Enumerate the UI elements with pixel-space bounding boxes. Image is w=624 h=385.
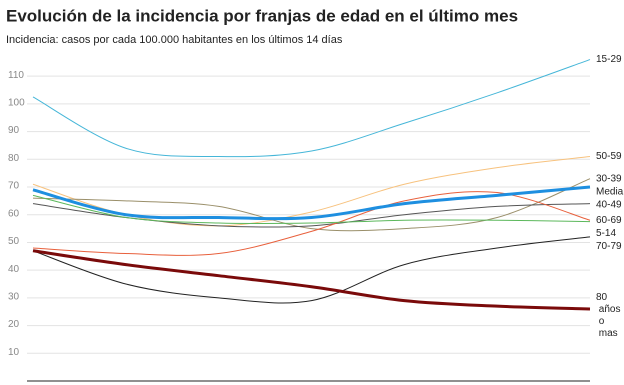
series-line	[32, 191, 591, 256]
y-tick-label: 60	[8, 208, 20, 219]
series-line	[32, 185, 591, 221]
series-line	[32, 178, 591, 232]
series-line	[32, 249, 591, 311]
legend-label: 40-49	[596, 199, 622, 210]
y-tick-label: 70	[8, 181, 20, 192]
legend-label: 5-14	[596, 228, 616, 239]
y-tick-label: 30	[8, 292, 20, 303]
chart-title: Evolución de la incidencia por franjas d…	[6, 6, 518, 25]
legend-label: 60-69	[596, 215, 622, 226]
y-tick-label: 80	[8, 153, 20, 164]
legend-label: 50-59	[596, 151, 622, 162]
series-line	[32, 236, 591, 304]
chart-subtitle: Incidencia: casos por cada 100.000 habit…	[6, 34, 343, 46]
legend-label: 70-79	[596, 241, 622, 252]
legend-label: 15-29	[596, 54, 622, 65]
y-tick-label: 50	[8, 236, 20, 247]
legend-label: 30-39	[596, 173, 622, 184]
y-tick-label: 90	[8, 125, 20, 136]
legend-label: Media	[596, 186, 624, 197]
series-line	[32, 59, 591, 158]
series-line	[32, 194, 591, 225]
y-tick-label: 110	[8, 70, 24, 81]
legend-label: 80 años o mas	[596, 292, 620, 339]
y-tick-label: 100	[8, 98, 25, 109]
y-tick-label: 10	[8, 347, 20, 358]
y-tick-label: 40	[8, 264, 20, 275]
y-tick-label: 20	[8, 319, 20, 330]
